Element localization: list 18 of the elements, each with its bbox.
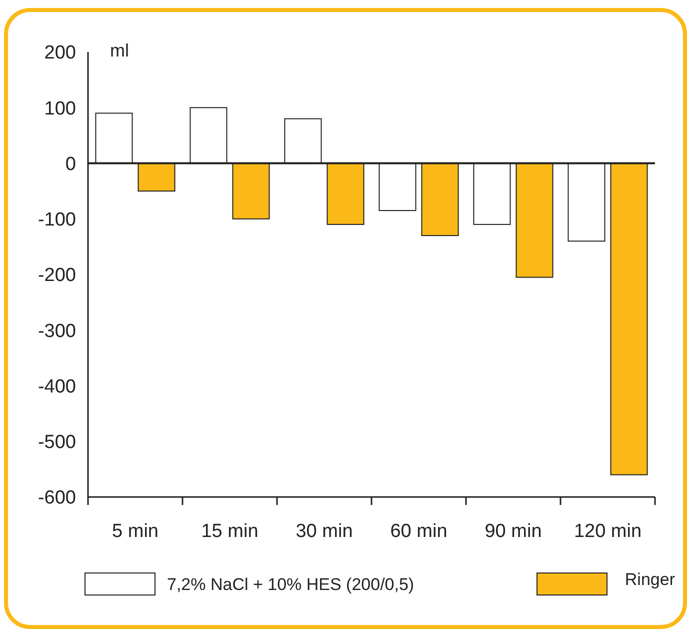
x-tick-label: 120 min [574,521,642,542]
legend-label: Ringer [624,570,676,589]
y-tick-label: 200 [44,42,76,64]
y-tick-label: -600 [38,488,76,509]
y-tick-label: -100 [38,210,76,231]
y-tick-label: 100 [44,98,76,120]
x-tick-label: 15 min [201,521,258,542]
legend-label: 7,2% NaCl + 10% HES (200/0,5) [167,574,414,594]
x-tick-label: 60 min [390,521,448,542]
x-tick-label: 90 min [484,521,542,542]
y-tick-label: -400 [38,376,76,398]
y-axis-title: ml [110,40,129,60]
y-tick-label: 0 [65,154,76,175]
y-tick-label: -200 [38,265,76,286]
y-tick-label: -500 [38,432,76,454]
x-tick-label: 5 min [112,521,158,542]
y-tick-label: -300 [38,320,76,342]
x-tick-label: 30 min [296,521,353,542]
